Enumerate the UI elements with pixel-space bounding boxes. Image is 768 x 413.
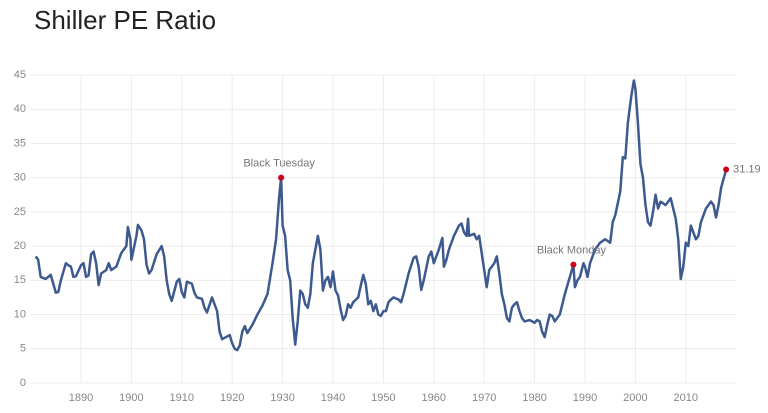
x-tick-label: 1980: [522, 392, 546, 404]
x-tick-label: 1900: [119, 392, 143, 404]
x-tick-label: 1950: [371, 392, 395, 404]
annotation-point: [570, 261, 577, 268]
x-tick-label: 1910: [170, 392, 194, 404]
x-tick-label: 2000: [623, 392, 647, 404]
annotation-label: Black Tuesday: [243, 158, 315, 170]
annotation-label: Black Monday: [537, 244, 607, 256]
y-tick-label: 25: [14, 206, 26, 218]
last-point: [723, 166, 730, 173]
y-tick-label: 15: [14, 274, 26, 286]
x-tick-label: 1990: [573, 392, 597, 404]
y-tick-label: 35: [14, 137, 26, 149]
y-tick-label: 30: [14, 172, 26, 184]
x-tick-label: 1970: [472, 392, 496, 404]
y-tick-label: 5: [20, 343, 26, 355]
y-tick-label: 0: [20, 377, 26, 389]
y-tick-label: 20: [14, 240, 26, 252]
x-tick-label: 1940: [321, 392, 345, 404]
x-tick-label: 1890: [69, 392, 93, 404]
x-tick-label: 2010: [674, 392, 698, 404]
annotation-point: [278, 174, 285, 181]
x-tick-label: 1960: [422, 392, 446, 404]
chart-title: Shiller PE Ratio: [34, 5, 216, 35]
last-value-label: 31.19: [733, 163, 761, 175]
data-line: [34, 79, 728, 352]
y-tick-label: 45: [14, 69, 26, 81]
y-tick-label: 10: [14, 308, 26, 320]
x-tick-label: 1930: [270, 392, 294, 404]
x-tick-label: 1920: [220, 392, 244, 404]
y-tick-label: 40: [14, 103, 26, 115]
